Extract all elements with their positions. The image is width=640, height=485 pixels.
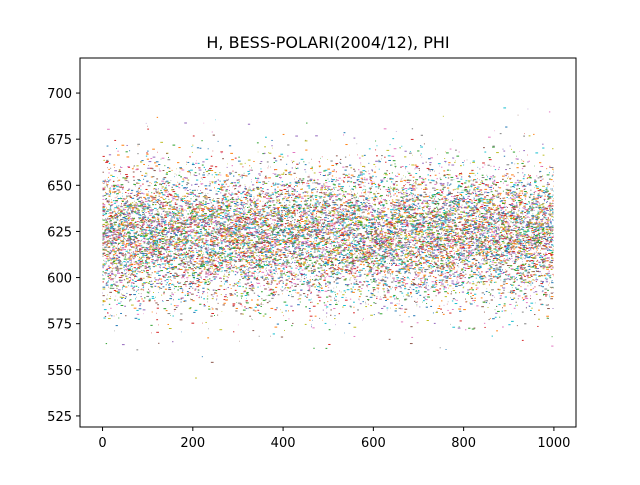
chart-title: H, BESS-POLARI(2004/12), PHI (206, 33, 449, 52)
